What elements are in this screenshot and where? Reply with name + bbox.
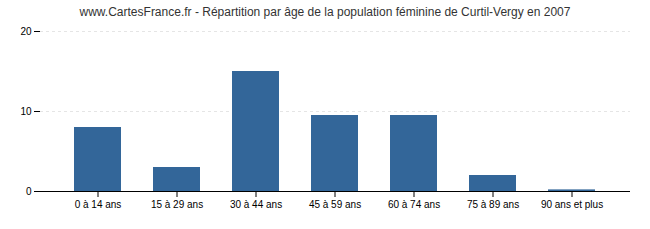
svg-text:45 à 59 ans: 45 à 59 ans bbox=[309, 199, 361, 210]
html-text:www.CartesFrance.fr - Répartit: www.CartesFrance.fr - Répartition par âg… bbox=[79, 5, 571, 19]
svg-text:75 à 89 ans: 75 à 89 ans bbox=[467, 199, 519, 210]
svg-text:30 à 44 ans: 30 à 44 ans bbox=[230, 199, 282, 210]
svg-text:90 ans et plus: 90 ans et plus bbox=[541, 199, 603, 210]
svg-text:15 à 29 ans: 15 à 29 ans bbox=[151, 199, 203, 210]
svg-text:60 à 74 ans: 60 à 74 ans bbox=[388, 199, 440, 210]
svg-text:10: 10 bbox=[20, 106, 32, 117]
svg-text:0 à 14 ans: 0 à 14 ans bbox=[75, 199, 122, 210]
svg-text:0: 0 bbox=[26, 186, 32, 197]
svg-text:20: 20 bbox=[20, 26, 32, 37]
